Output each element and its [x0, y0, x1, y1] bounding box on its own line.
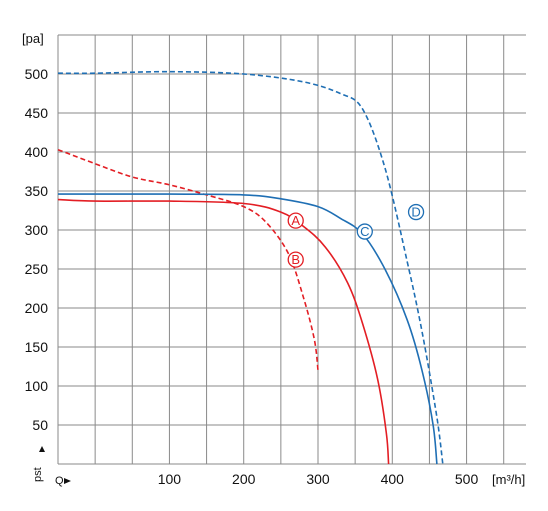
y-tick-label: 250 — [25, 261, 49, 277]
x-symbol-label: Q — [55, 475, 64, 487]
y-tick-label: 300 — [25, 222, 49, 238]
y-tick-label: 200 — [25, 300, 49, 316]
series-label-a: A — [291, 213, 300, 228]
y-tick-label: 400 — [25, 144, 49, 160]
y-tick-label: 450 — [25, 105, 49, 121]
y-unit-label: [pa] — [22, 31, 44, 46]
y-symbol-label: pst — [32, 467, 44, 482]
y-axis-arrow-icon — [39, 446, 45, 452]
series-labels: A B C D — [287, 203, 425, 268]
y-tick-label: 350 — [25, 183, 49, 199]
grid — [57, 34, 526, 465]
x-tick-label: 100 — [158, 471, 182, 487]
x-tick-label: 400 — [381, 471, 405, 487]
y-tick-label: 100 — [25, 378, 49, 394]
y-tick-label: 150 — [25, 339, 49, 355]
tick-labels: 50 100 150 200 250 300 350 400 450 500 100 200 300 40… — [25, 66, 479, 487]
y-tick-label: 500 — [25, 66, 49, 82]
y-tick-label: 50 — [32, 417, 48, 433]
x-unit-label: [m³/h] — [492, 472, 525, 487]
series-label-d: D — [411, 205, 420, 220]
series-label-c: C — [360, 224, 369, 239]
series-label-b: B — [291, 252, 300, 267]
series-marker-b — [287, 251, 304, 268]
series-marker-c — [356, 223, 373, 240]
series-marker-d — [407, 203, 425, 221]
series-line-c — [57, 193, 438, 465]
series-line-b — [57, 148, 319, 371]
x-tick-label: 500 — [455, 471, 479, 487]
x-tick-label: 300 — [306, 471, 330, 487]
series-group — [57, 70, 444, 465]
x-axis-arrow-icon — [64, 478, 71, 484]
x-tick-label: 200 — [232, 471, 256, 487]
series-marker-a — [287, 212, 304, 229]
series-line-d — [57, 70, 444, 465]
series-line-a — [57, 198, 390, 465]
